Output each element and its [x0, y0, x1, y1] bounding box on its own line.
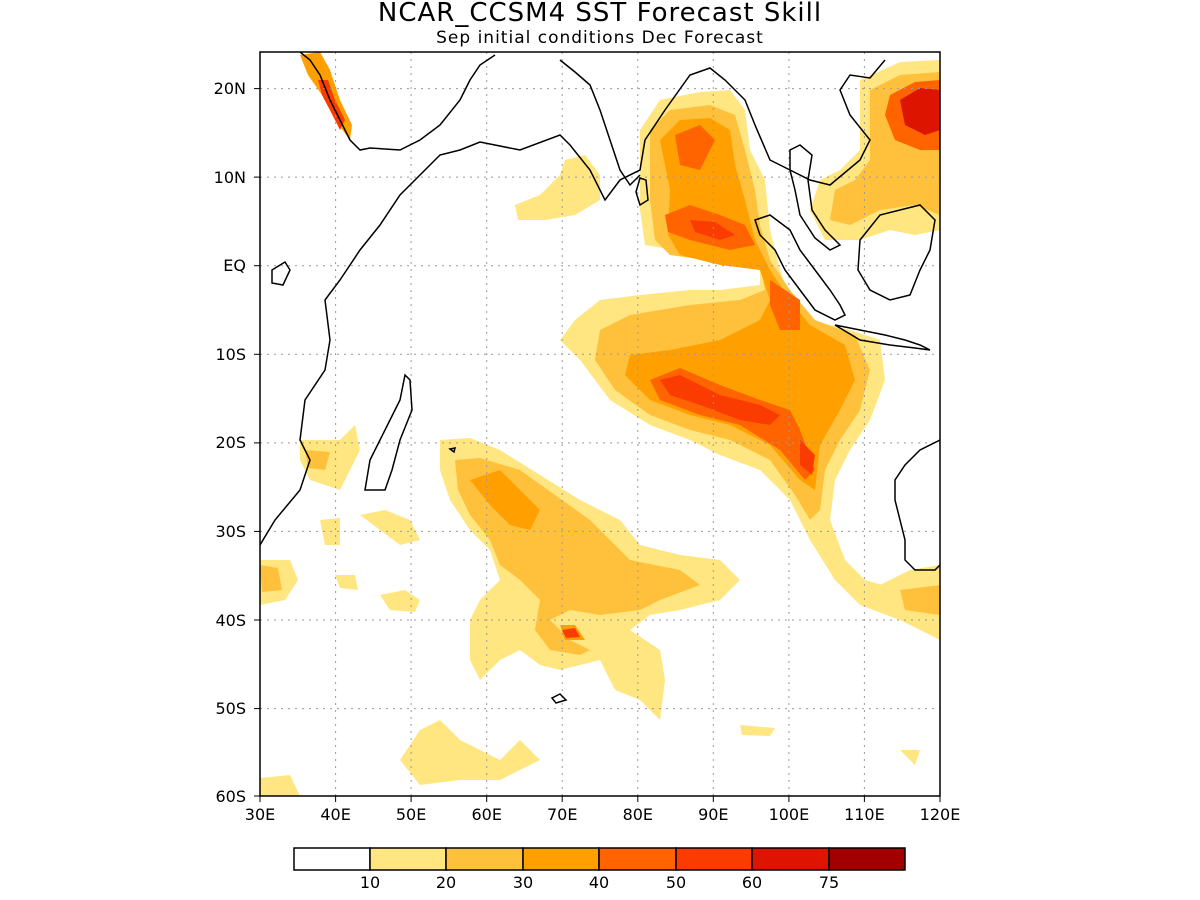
coast-madagascar: [364, 373, 413, 491]
skill-region-south-patch-a: [360, 510, 420, 545]
skill-region-south-patch-h: [740, 725, 775, 736]
y-tick-labels: 20N 10N EQ 10S 20S 30S 40S 50S 60S: [214, 79, 246, 806]
x-tick-label: 40E: [320, 805, 350, 824]
colorbar-swatch: [675, 847, 753, 871]
x-tick-label: 80E: [623, 805, 653, 824]
coast-india-tip: [559, 59, 641, 187]
x-tick-label: 120E: [920, 805, 961, 824]
map-frame: [259, 51, 941, 797]
coast-arabia-gulf: [299, 52, 496, 151]
x-tick-label: 30E: [245, 805, 275, 824]
y-tick-label: 20S: [215, 433, 246, 452]
skill-region-south-patch-g: [900, 750, 920, 765]
colorbar-label: 10: [360, 873, 380, 892]
skill-region-south-patch-f: [260, 775, 300, 796]
chart-subtitle: Sep initial conditions Dec Forecast: [436, 28, 764, 48]
colorbar-swatch: [828, 847, 906, 871]
x-tick-label: 90E: [698, 805, 728, 824]
coast-malay-peninsula: [789, 144, 842, 251]
coastlines: [260, 52, 940, 704]
y-tick-label: 10S: [215, 345, 246, 364]
colorbar-label: 50: [666, 873, 686, 892]
colorbar-label: 40: [589, 873, 609, 892]
x-tick-label: 70E: [547, 805, 577, 824]
coast-borneo: [857, 204, 936, 301]
axis-ticks: [254, 88, 941, 802]
coast-sri-lanka: [635, 177, 649, 207]
coast-small-island: [271, 260, 291, 286]
y-tick-label: 40S: [215, 611, 246, 630]
coast-australia: [894, 439, 940, 571]
skill-region-south-central-4: [562, 628, 580, 638]
y-tick-label: 50S: [215, 699, 246, 718]
grid-lines: [260, 52, 940, 796]
skill-region-south-central-3: [470, 470, 585, 640]
skill-region-madagascar-2: [305, 450, 330, 470]
skill-region-madagascar: [300, 425, 360, 490]
skill-field: [260, 52, 940, 796]
coast-sumatra: [754, 214, 847, 321]
skill-region-south-patch-e: [400, 720, 540, 785]
skill-region-arabian-sea: [515, 155, 600, 220]
x-tick-label: 110E: [844, 805, 885, 824]
colorbar-swatch: [751, 847, 830, 871]
skill-region-southwest-corner-2: [260, 565, 282, 592]
colorbar-swatch: [522, 847, 600, 871]
colorbar-swatch: [369, 847, 447, 871]
y-tick-label: 20N: [214, 79, 246, 98]
skill-region-south-patch-c: [380, 590, 420, 612]
colorbar-swatch: [445, 847, 524, 871]
y-tick-label: 30S: [215, 522, 246, 541]
coast-mauritius: [448, 447, 457, 454]
colorbar-label: 30: [513, 873, 533, 892]
coast-africa-arabia: [260, 59, 886, 546]
skill-region-south-patch-d: [335, 575, 358, 590]
colorbar: 10 20 30 40 50 60 75: [293, 847, 906, 892]
x-tick-label: 60E: [471, 805, 501, 824]
x-tick-label: 100E: [769, 805, 810, 824]
colorbar-swatch: [293, 847, 371, 871]
colorbar-swatch: [598, 847, 677, 871]
y-tick-label: 10N: [214, 168, 246, 187]
colorbar-label: 20: [436, 873, 456, 892]
skill-region-australia-sw-2: [900, 585, 940, 615]
x-tick-labels: 30E 40E 50E 60E 70E 80E 90E 100E 110E 12…: [245, 805, 961, 824]
skill-region-south-china-sea-4: [900, 88, 940, 135]
colorbar-label: 75: [819, 873, 839, 892]
coast-java: [834, 324, 931, 351]
x-tick-label: 50E: [396, 805, 426, 824]
y-tick-label: EQ: [223, 256, 246, 275]
chart-title: NCAR_CCSM4 SST Forecast Skill: [377, 0, 823, 28]
y-tick-label: 60S: [215, 787, 246, 806]
coast-kerguelen: [550, 693, 568, 704]
colorbar-label: 60: [742, 873, 762, 892]
